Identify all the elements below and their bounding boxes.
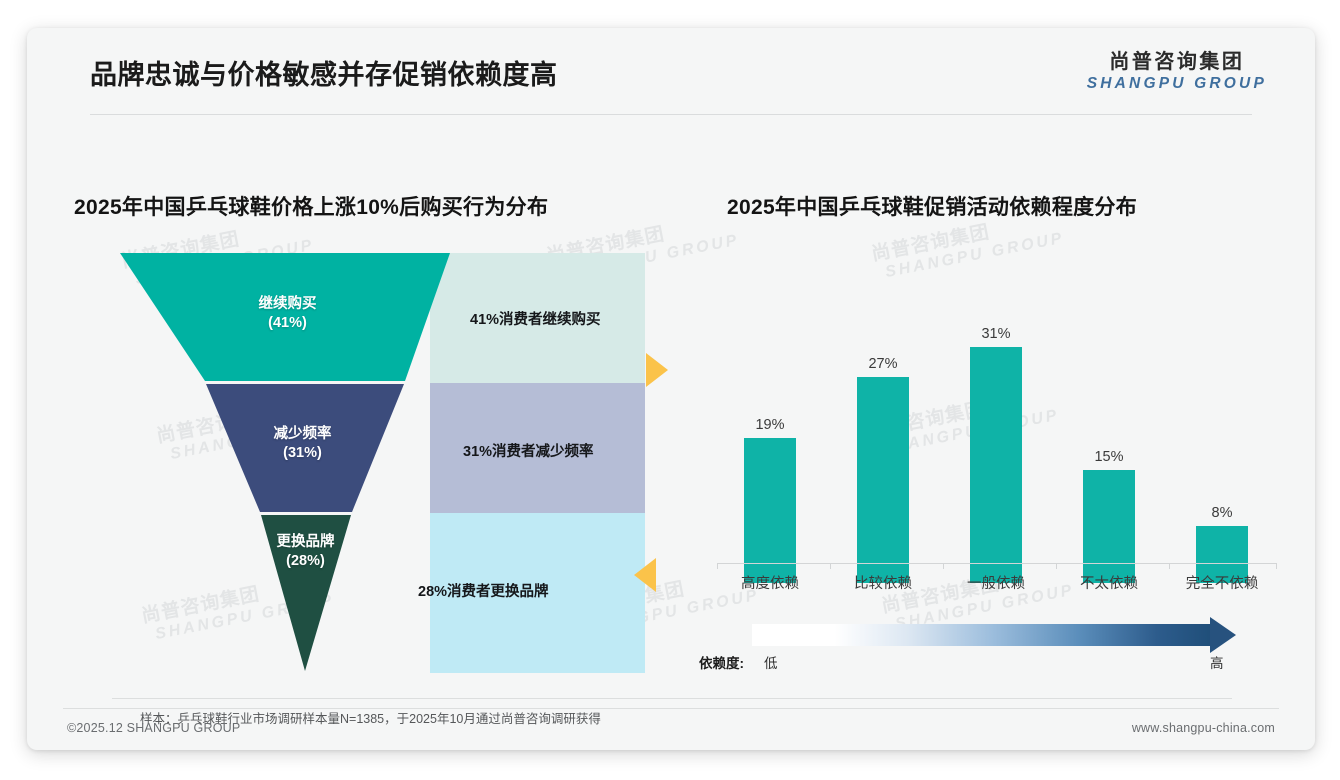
- legend-high-label: 高: [1210, 656, 1224, 671]
- bar-column-3: 15%: [1060, 283, 1158, 583]
- title-divider: [90, 114, 1252, 115]
- funnel-segment-0: [120, 253, 450, 381]
- funnel-side-label-0: 41%消费者继续购买: [470, 312, 601, 328]
- x-axis-label-4: 完全不依赖: [1185, 576, 1259, 592]
- bar-0: [744, 438, 796, 583]
- x-axis-label-1: 比较依赖: [854, 576, 912, 592]
- brand-logo: 尚普咨询集团 SHANGPU GROUP: [1087, 45, 1267, 93]
- x-axis-line: [717, 563, 1277, 564]
- page-title: 品牌忠诚与价格敏感并存促销依赖度高: [90, 60, 558, 90]
- bar-column-4: 8%: [1173, 283, 1271, 583]
- x-axis-label-3: 不太依赖: [1080, 576, 1138, 592]
- left-chart-title: 2025年中国乒乓球鞋价格上涨10%后购买行为分布: [74, 196, 549, 219]
- logo-text-en: SHANGPU GROUP: [1086, 75, 1267, 92]
- arrow-head-icon: [1210, 617, 1236, 653]
- footnote-text: 样本：乒乓球鞋行业市场调研样本量N=1385，于2025年10月通过尚普咨询调研…: [140, 712, 601, 726]
- slide-header: 品牌忠诚与价格敏感并存促销依赖度高 尚普咨询集团 SHANGPU GROUP: [27, 28, 1315, 120]
- axis-tick: [717, 563, 718, 569]
- axis-tick: [1169, 563, 1170, 569]
- bar-chart: 19% 27% 31% 15% 8%: [717, 283, 1277, 583]
- axis-tick: [1056, 563, 1057, 569]
- bar-3: [1083, 470, 1135, 583]
- funnel-segment-2: [261, 515, 351, 671]
- x-axis-label-2: 一般依赖: [967, 576, 1025, 592]
- funnel-chart: 继续购买 (41%) 减少频率 (31%) 更换品牌 (28%) 41%消费者继续购买…: [100, 253, 645, 673]
- bar-column-2: 31%: [947, 283, 1045, 583]
- funnel-segment-1: [206, 384, 404, 512]
- funnel-segment-label-0: 继续购买 (41%): [258, 296, 317, 332]
- footnote-divider: [112, 698, 1232, 699]
- funnel-segment-label-2: 更换品牌 (28%): [276, 534, 335, 570]
- bar-value-3: 15%: [1094, 449, 1124, 465]
- bar-1: [857, 377, 909, 583]
- funnel-side-band-1: [430, 383, 645, 513]
- website-text: www.shangpu-china.com: [1131, 721, 1275, 735]
- logo-text-cn: 尚普咨询集团: [1109, 51, 1245, 73]
- funnel-svg: [120, 253, 645, 673]
- axis-tick: [943, 563, 944, 569]
- axis-tick: [830, 563, 831, 569]
- bar-2: [970, 347, 1022, 583]
- right-chart-title: 2025年中国乒乓球鞋促销活动依赖程度分布: [727, 196, 1138, 219]
- funnel-side-label-1: 31%消费者减少频率: [463, 444, 594, 460]
- triangle-right-icon: [646, 353, 668, 387]
- x-axis-label-0: 高度依赖: [741, 576, 799, 592]
- bar-value-2: 31%: [981, 326, 1011, 342]
- bar-value-0: 19%: [755, 417, 785, 433]
- axis-tick: [1276, 563, 1277, 569]
- dependency-gradient-legend: 依赖度: 低 高: [699, 617, 1272, 672]
- footnote: 样本：乒乓球鞋行业市场调研样本量N=1385，于2025年10月通过尚普咨询调研…: [112, 698, 1232, 727]
- slide-footer: ©2025.12 SHANGPU GROUP www.shangpu-china…: [27, 708, 1315, 750]
- bar-column-1: 27%: [834, 283, 932, 583]
- bar-value-4: 8%: [1211, 505, 1233, 521]
- funnel-side-band-2: [430, 513, 645, 673]
- triangle-left-icon: [634, 558, 656, 592]
- legend-title: 依赖度:: [699, 656, 744, 671]
- bar-value-1: 27%: [868, 356, 898, 372]
- copyright-text: ©2025.12 SHANGPU GROUP: [67, 721, 241, 735]
- footer-divider: [63, 708, 1279, 709]
- legend-low-label: 低: [764, 656, 778, 671]
- funnel-segment-label-1: 减少频率 (31%): [273, 426, 332, 462]
- bar-column-0: 19%: [721, 283, 819, 583]
- bar-4: [1196, 526, 1248, 583]
- funnel-side-label-2: 28%消费者更换品牌: [418, 584, 549, 600]
- funnel-side-band-0: [430, 253, 645, 383]
- gradient-bar: [752, 624, 1212, 646]
